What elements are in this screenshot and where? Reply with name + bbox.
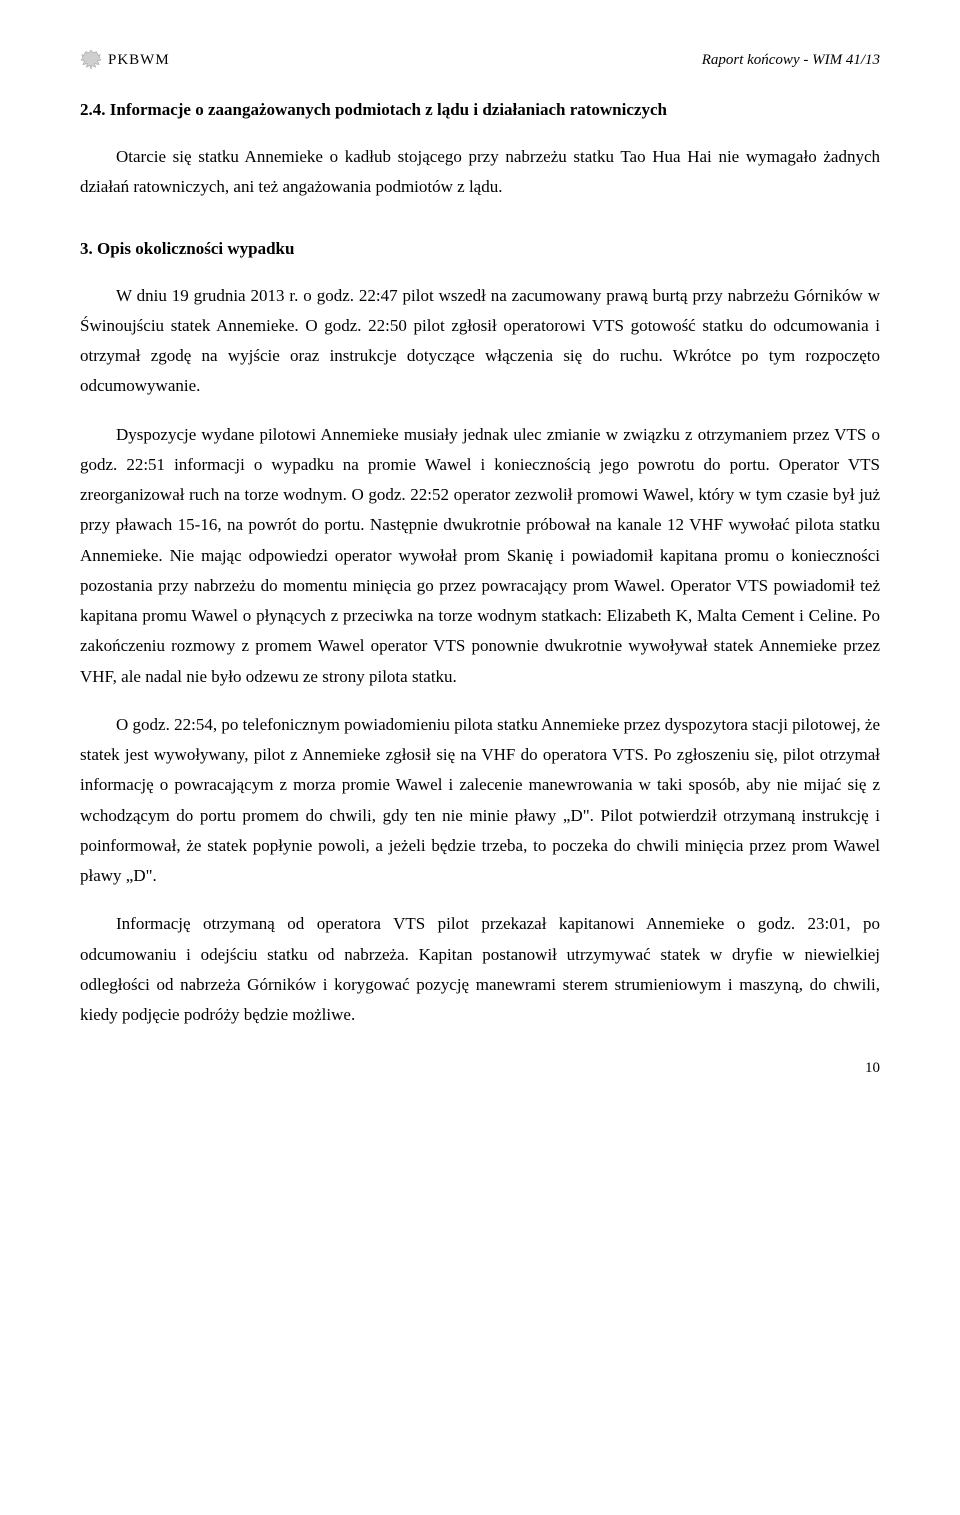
page-number: 10 [80, 1060, 880, 1077]
paragraph-3-2: Dyspozycje wydane pilotowi Annemieke mus… [80, 420, 880, 692]
paragraph-3-3: O godz. 22:54, po telefonicznym powiadom… [80, 710, 880, 892]
paragraph-2-4: Otarcie się statku Annemieke o kadłub st… [80, 142, 880, 203]
doc-title: Raport końcowy - WIM 41/13 [702, 52, 880, 69]
section-heading-2-4: 2.4. Informacje o zaangażowanych podmiot… [80, 100, 880, 120]
paragraph-3-4: Informację otrzymaną od operatora VTS pi… [80, 909, 880, 1030]
org-abbrev: PKBWM [108, 52, 170, 69]
eagle-emblem-icon [80, 48, 102, 72]
paragraph-3-1: W dniu 19 grudnia 2013 r. o godz. 22:47 … [80, 281, 880, 402]
section-heading-3: 3. Opis okoliczności wypadku [80, 239, 880, 259]
page-container: PKBWM Raport końcowy - WIM 41/13 2.4. In… [0, 0, 960, 1137]
page-header: PKBWM Raport końcowy - WIM 41/13 [80, 48, 880, 72]
header-left: PKBWM [80, 48, 170, 72]
